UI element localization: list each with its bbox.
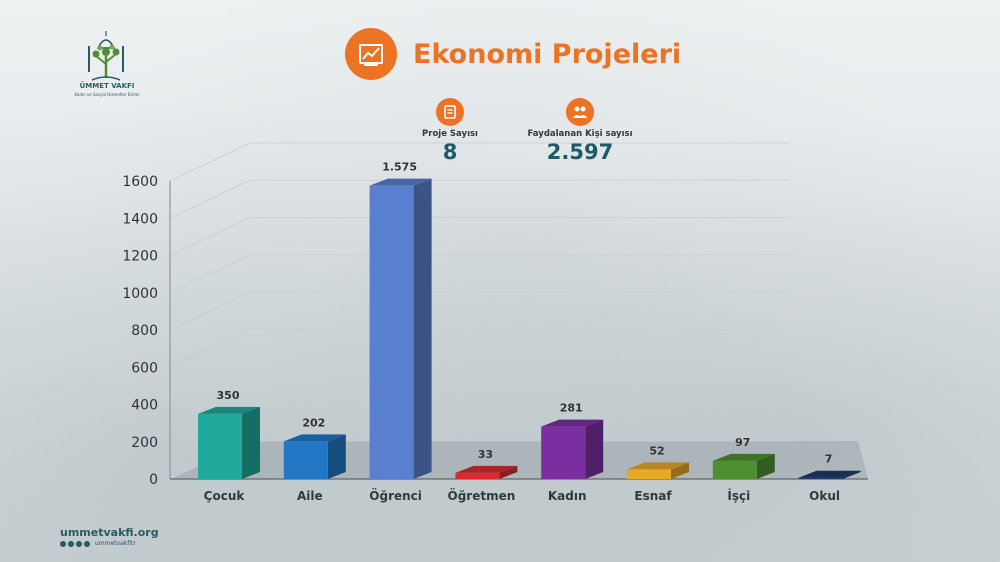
x-tick-label: Öğrenci xyxy=(369,488,422,503)
footer-url: ummetvakfi.org xyxy=(60,526,159,539)
gridline-diagonal xyxy=(169,217,251,256)
bar-i̇şçi xyxy=(712,460,757,479)
bar-top xyxy=(455,465,518,473)
bar-öğrenci xyxy=(369,185,414,479)
bar-top xyxy=(541,419,604,427)
bar-aile xyxy=(283,441,328,479)
y-tick-label: 800 xyxy=(131,323,158,339)
data-label: 33 xyxy=(478,448,493,461)
bar-top xyxy=(798,470,861,478)
header: Ekonomi Projeleri xyxy=(345,26,681,82)
gridline-diagonal xyxy=(169,328,251,368)
bar-side xyxy=(585,419,604,479)
gridline-diagonal xyxy=(169,179,251,219)
tree-mosque-icon xyxy=(88,31,124,81)
x-tick-label: Esnaf xyxy=(634,489,672,503)
data-label: 350 xyxy=(217,389,240,402)
bar-side xyxy=(499,465,518,479)
bar-side xyxy=(242,406,260,479)
y-tick-label: 1000 xyxy=(122,286,158,302)
x-tick-label: Çocuk xyxy=(204,489,246,503)
people-icon xyxy=(566,98,594,126)
x-tick-label: İşçi xyxy=(727,488,750,503)
bar-okul xyxy=(798,477,843,479)
gridline-diagonal xyxy=(169,254,251,294)
logo-tagline: Kadın ve Sosyal Hizmetler Birimi xyxy=(74,92,140,97)
x-tick-label: Aile xyxy=(297,489,323,503)
logo xyxy=(76,26,136,106)
data-label: 52 xyxy=(649,444,664,457)
instagram-icon[interactable] xyxy=(84,540,90,547)
stat-projects: Proje Sayısı 8 xyxy=(405,98,495,164)
bar-top xyxy=(198,406,260,414)
x-tick-label: Öğretmen xyxy=(448,488,516,503)
stat-projects-value: 8 xyxy=(442,140,458,164)
data-label: 7 xyxy=(825,453,833,466)
bar-side xyxy=(842,470,861,479)
bar-side xyxy=(413,178,432,479)
data-label: 1.575 xyxy=(382,161,417,174)
stat-projects-label: Proje Sayısı xyxy=(422,129,478,139)
social-handle: ummetvakfitr xyxy=(95,540,136,547)
data-label: 202 xyxy=(302,416,325,429)
stat-beneficiaries: Faydalanan Kişi sayısı 2.597 xyxy=(520,98,640,164)
bar-top xyxy=(369,178,432,186)
twitter-icon[interactable] xyxy=(68,540,74,547)
bar-çocuk xyxy=(198,413,242,479)
bar-side xyxy=(327,434,346,479)
social-links: ummetvakfitr xyxy=(60,540,136,547)
data-label: 97 xyxy=(735,436,750,449)
data-label: 281 xyxy=(560,402,583,415)
y-tick-label: 1600 xyxy=(122,174,158,190)
y-tick-label: 200 xyxy=(131,435,158,451)
bar-side xyxy=(671,462,689,479)
bar-top xyxy=(627,462,689,470)
y-tick-label: 0 xyxy=(149,472,158,488)
bar-top xyxy=(712,453,775,461)
y-tick-label: 1200 xyxy=(122,249,158,265)
y-tick-label: 400 xyxy=(131,398,158,414)
gridline-diagonal xyxy=(169,366,251,405)
stat-beneficiaries-label: Faydalanan Kişi sayısı xyxy=(527,129,633,139)
stat-beneficiaries-value: 2.597 xyxy=(546,140,614,164)
x-tick-label: Kadın xyxy=(548,489,587,503)
document-icon xyxy=(436,98,464,126)
bar-öğretmen xyxy=(455,472,500,479)
facebook-icon[interactable] xyxy=(60,540,66,547)
bar-top xyxy=(283,434,346,442)
page-title: Ekonomi Projeleri xyxy=(413,38,682,70)
bar-side xyxy=(756,453,775,479)
logo-name: ÜMMET VAKFI xyxy=(79,82,135,90)
x-tick-label: Okul xyxy=(809,489,840,503)
bar-kadın xyxy=(541,426,586,479)
bar-esnaf xyxy=(627,469,671,479)
economy-chart-icon xyxy=(345,28,397,80)
y-tick-label: 1400 xyxy=(122,211,158,227)
y-tick-label: 600 xyxy=(131,360,158,376)
youtube-icon[interactable] xyxy=(76,540,82,547)
gridline-diagonal xyxy=(169,291,251,331)
gridline-diagonal xyxy=(169,142,251,182)
